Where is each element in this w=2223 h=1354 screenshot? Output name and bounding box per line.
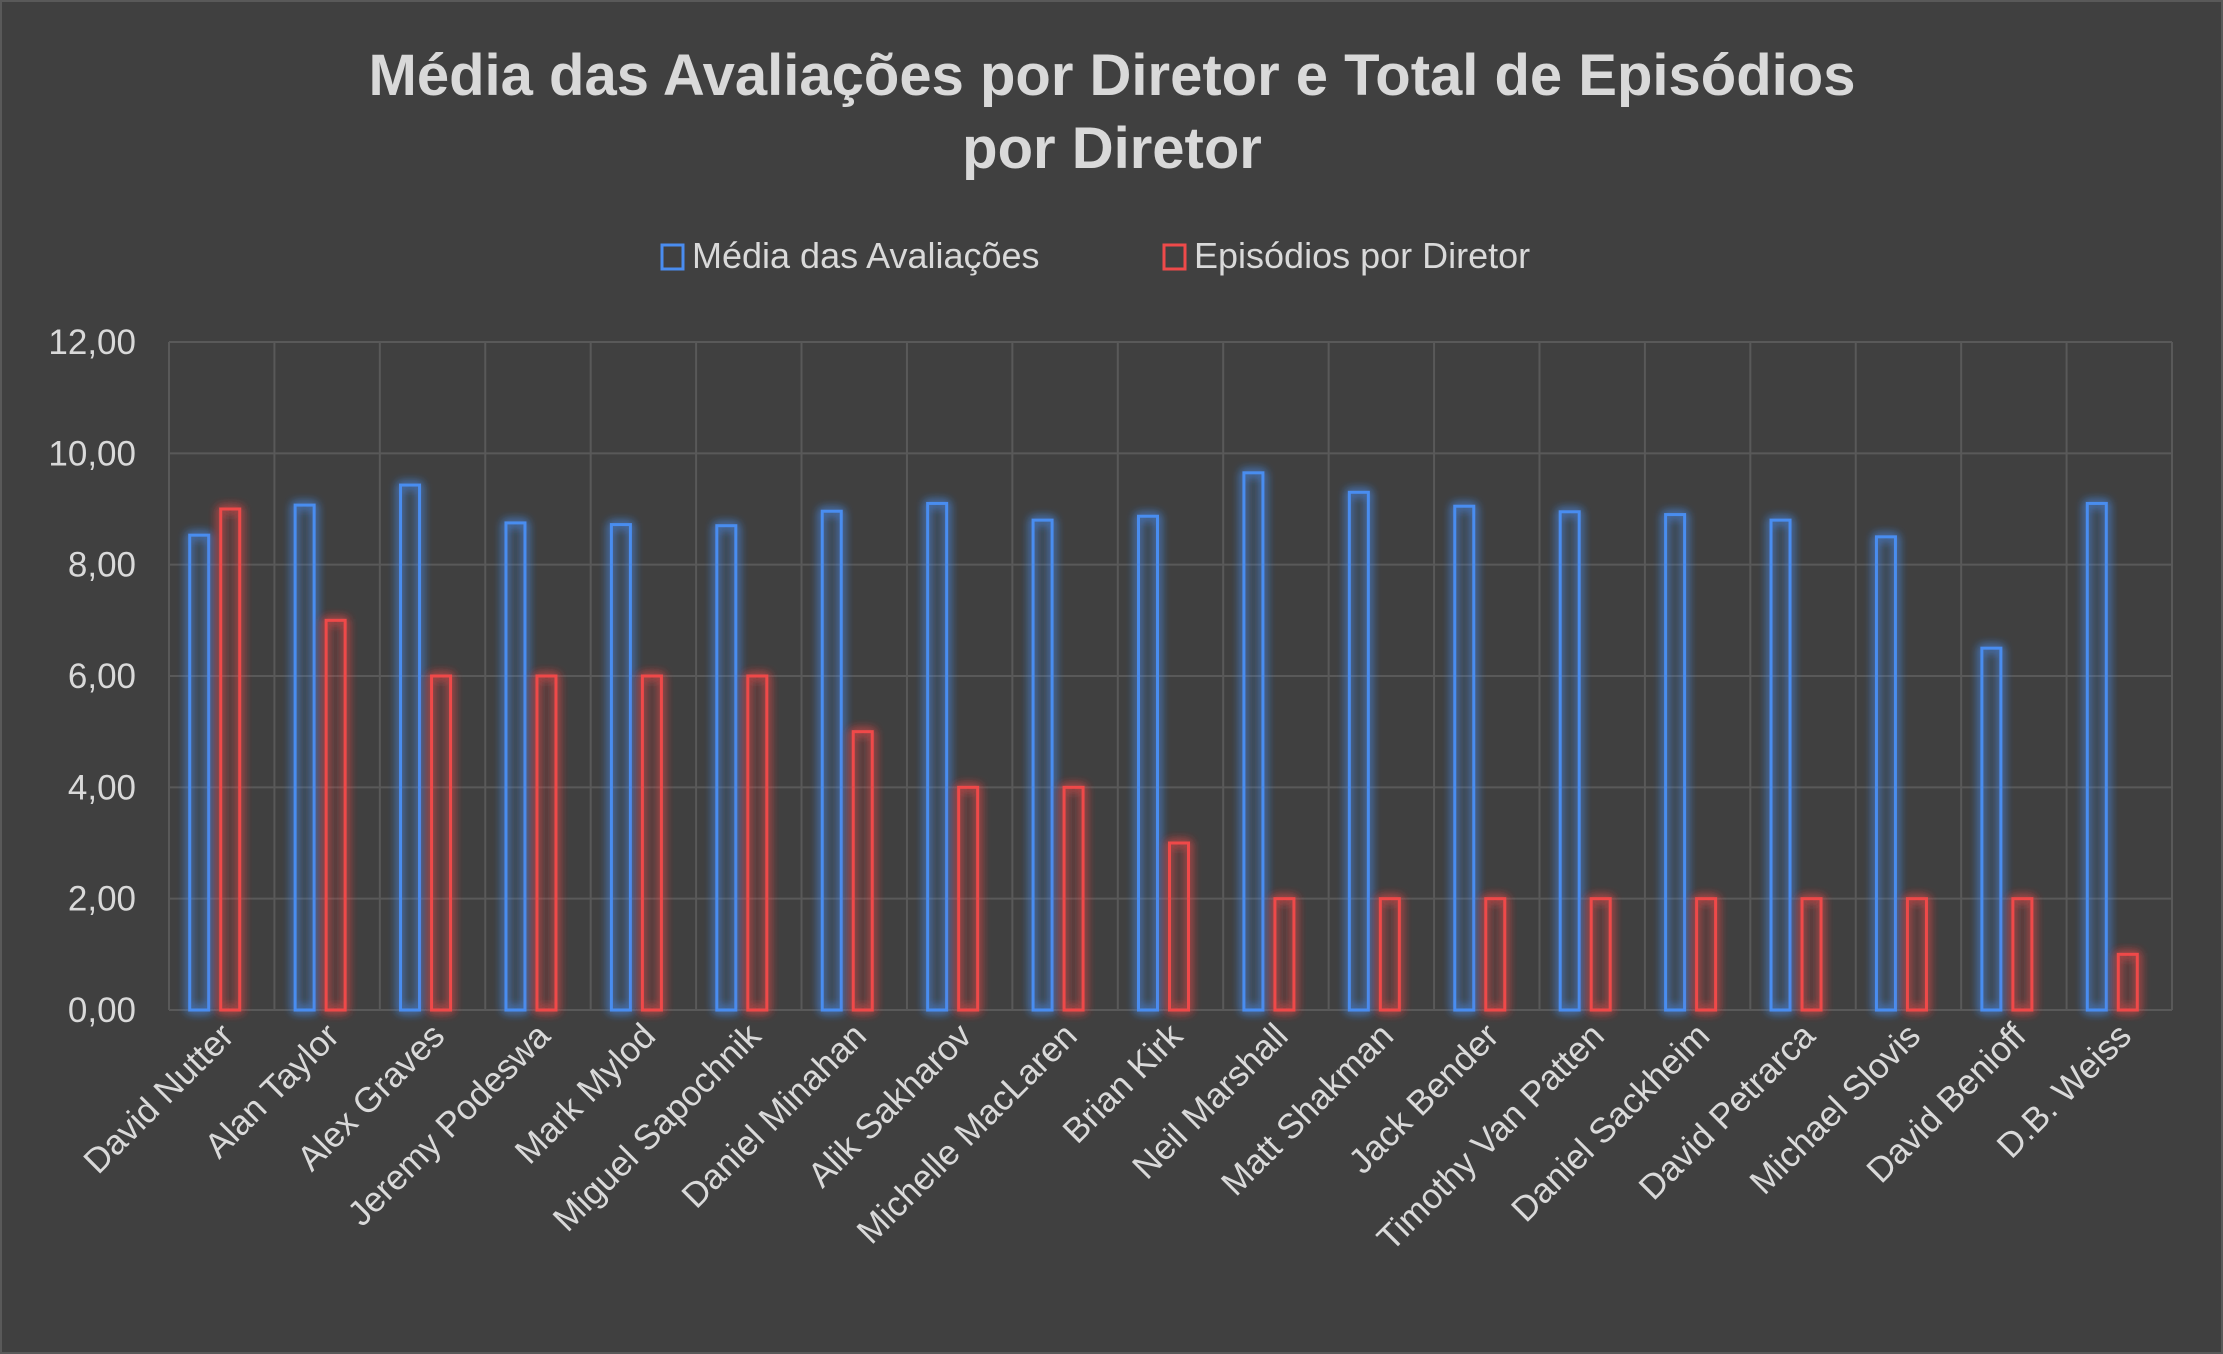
bar-media-avaliacoes bbox=[2085, 501, 2108, 1012]
bar-episodios-por-diretor bbox=[640, 674, 663, 1012]
x-category-label: Daniel Minahan bbox=[674, 1016, 874, 1216]
bar-media-avaliacoes bbox=[926, 501, 949, 1012]
bar-media-avaliacoes bbox=[609, 523, 632, 1012]
y-tick-label: 2,00 bbox=[68, 880, 136, 919]
bar-episodios-por-diretor bbox=[430, 674, 453, 1012]
bar-episodios-por-diretor bbox=[1273, 897, 1296, 1012]
bar-episodios-por-diretor bbox=[1905, 897, 1928, 1012]
bar-media-avaliacoes bbox=[1558, 510, 1581, 1012]
bar-media-avaliacoes bbox=[188, 533, 211, 1012]
bar-episodios-por-diretor bbox=[957, 785, 980, 1012]
y-axis-ticks: 0,00 2,00 4,00 6,00 8,00 10,00 12,00 bbox=[48, 323, 136, 1030]
bar-episodios-por-diretor bbox=[1589, 897, 1612, 1012]
bar-media-avaliacoes bbox=[293, 503, 316, 1012]
bar-episodios-por-diretor bbox=[2116, 952, 2139, 1012]
bar-media-avaliacoes bbox=[1242, 471, 1265, 1012]
y-tick-label: 6,00 bbox=[68, 657, 136, 696]
y-tick-label: 4,00 bbox=[68, 768, 136, 807]
bar-episodios-por-diretor bbox=[1484, 897, 1507, 1012]
y-tick-label: 0,00 bbox=[68, 991, 136, 1030]
legend-swatch-episodios bbox=[1162, 243, 1187, 271]
bar-media-avaliacoes bbox=[1769, 518, 1792, 1012]
bar-media-avaliacoes bbox=[399, 483, 422, 1012]
legend-swatch-media bbox=[660, 243, 685, 271]
bar-episodios-por-diretor bbox=[324, 618, 347, 1012]
bar-episodios-por-diretor bbox=[746, 674, 769, 1012]
bar-media-avaliacoes bbox=[1980, 646, 2003, 1012]
legend: Média das Avaliações Episódios por Diret… bbox=[660, 235, 1530, 276]
bar-media-avaliacoes bbox=[1137, 514, 1159, 1012]
bar-episodios-por-diretor bbox=[1062, 785, 1085, 1012]
bar-episodios-por-diretor bbox=[2011, 897, 2034, 1012]
bar-media-avaliacoes bbox=[1874, 535, 1897, 1012]
bar-episodios-por-diretor bbox=[1800, 897, 1823, 1012]
bar-media-avaliacoes bbox=[1031, 518, 1054, 1012]
bar-media-avaliacoes bbox=[1347, 490, 1370, 1012]
bar-episodios-por-diretor bbox=[851, 730, 874, 1012]
chart-title-line-1: Média das Avaliações por Diretor e Total… bbox=[369, 43, 1856, 108]
bar-media-avaliacoes bbox=[820, 509, 843, 1012]
y-tick-label: 8,00 bbox=[68, 546, 136, 585]
gridlines bbox=[168, 341, 2173, 1011]
bars bbox=[188, 471, 2139, 1012]
bar-episodios-por-diretor bbox=[1168, 841, 1190, 1012]
bar-episodios-por-diretor bbox=[1695, 897, 1718, 1012]
legend-label-media: Média das Avaliações bbox=[692, 235, 1040, 276]
bar-episodios-por-diretor bbox=[535, 674, 558, 1012]
bar-media-avaliacoes bbox=[504, 521, 527, 1012]
bar-episodios-por-diretor bbox=[1378, 897, 1401, 1012]
bar-episodios-por-diretor bbox=[219, 507, 242, 1012]
chart-title-line-2: por Diretor bbox=[962, 116, 1262, 181]
bar-media-avaliacoes bbox=[1453, 504, 1476, 1012]
y-tick-label: 10,00 bbox=[48, 434, 136, 473]
bar-media-avaliacoes bbox=[715, 524, 738, 1012]
x-category-label: Jeremy Podeswa bbox=[340, 1016, 558, 1234]
legend-label-episodios: Episódios por Diretor bbox=[1194, 235, 1530, 276]
x-category-label: Daniel Sackheim bbox=[1504, 1016, 1717, 1229]
y-tick-label: 12,00 bbox=[48, 323, 136, 362]
bar-media-avaliacoes bbox=[1664, 513, 1687, 1012]
